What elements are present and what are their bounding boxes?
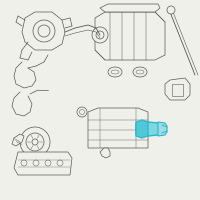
Circle shape	[92, 27, 108, 43]
Polygon shape	[12, 134, 24, 146]
Polygon shape	[172, 84, 183, 96]
Polygon shape	[165, 78, 190, 100]
Circle shape	[38, 25, 50, 37]
Polygon shape	[100, 4, 160, 12]
Circle shape	[96, 31, 104, 39]
Polygon shape	[95, 12, 165, 60]
Polygon shape	[136, 120, 148, 138]
Ellipse shape	[111, 70, 119, 74]
Circle shape	[77, 107, 87, 117]
Circle shape	[57, 160, 63, 166]
Polygon shape	[14, 152, 72, 175]
Circle shape	[21, 160, 27, 166]
Polygon shape	[136, 122, 162, 136]
Circle shape	[33, 20, 55, 42]
Circle shape	[80, 110, 84, 114]
Polygon shape	[88, 108, 148, 148]
Circle shape	[26, 133, 44, 151]
Polygon shape	[100, 148, 110, 158]
Ellipse shape	[133, 67, 147, 77]
Circle shape	[45, 160, 51, 166]
Circle shape	[20, 127, 50, 157]
Polygon shape	[158, 122, 167, 136]
Ellipse shape	[136, 70, 144, 74]
Polygon shape	[22, 12, 65, 50]
Circle shape	[167, 6, 175, 14]
Circle shape	[32, 139, 38, 145]
Circle shape	[33, 160, 39, 166]
Ellipse shape	[108, 67, 122, 77]
